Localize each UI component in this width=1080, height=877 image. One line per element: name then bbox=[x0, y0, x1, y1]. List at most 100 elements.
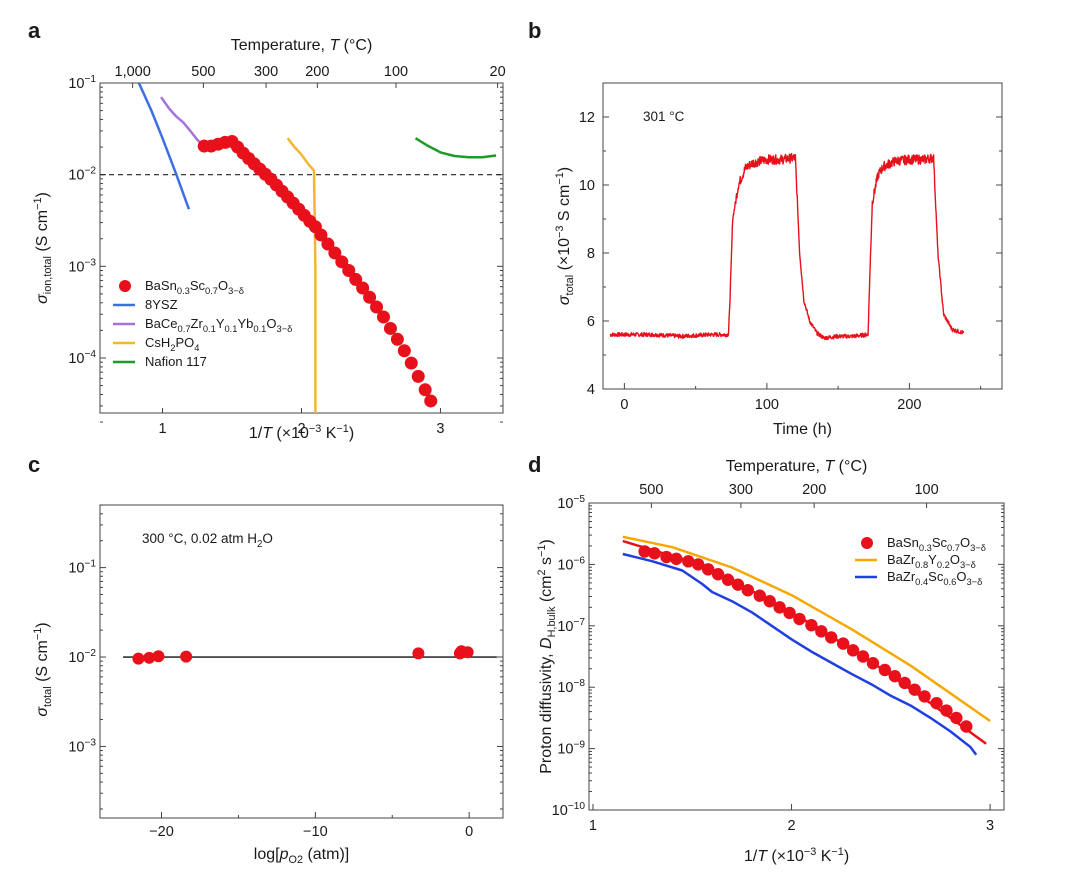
label-part: ion,total bbox=[42, 256, 54, 294]
data-point bbox=[328, 246, 342, 260]
legend-part: BaSn bbox=[887, 535, 919, 550]
data-point bbox=[335, 255, 349, 269]
data-point bbox=[376, 310, 390, 324]
y-tick-label: 10−8 bbox=[557, 678, 585, 696]
label-part: (S cm bbox=[34, 640, 51, 686]
panel-a-data bbox=[137, 83, 497, 413]
data-point bbox=[314, 228, 328, 242]
data-point bbox=[648, 547, 661, 560]
panel-letter-b: b bbox=[528, 18, 541, 43]
label-part: (×10 bbox=[767, 848, 804, 865]
series-line bbox=[622, 552, 978, 756]
tick-exponent: −6 bbox=[573, 555, 585, 566]
label-part: T bbox=[824, 458, 835, 475]
top-tick-label: 300 bbox=[729, 482, 753, 498]
tick-exponent: −3 bbox=[84, 737, 96, 748]
legend-part: 0.8 bbox=[915, 560, 928, 570]
annotation-part: O bbox=[262, 531, 273, 546]
legend-part: Yb bbox=[237, 316, 253, 331]
annotation-sub: 2 bbox=[257, 539, 262, 550]
data-point bbox=[701, 563, 715, 576]
y-tick-label: 6 bbox=[587, 314, 595, 330]
y-tick-label: 10−5 bbox=[557, 494, 585, 512]
legend-part: 0.1 bbox=[203, 324, 216, 334]
x-axis-title: Time (h) bbox=[773, 421, 832, 438]
x-tick-label: 2 bbox=[297, 421, 305, 437]
y-tick-label: 10−2 bbox=[68, 648, 96, 666]
series-line bbox=[622, 535, 991, 723]
tick-exponent: −1 bbox=[84, 74, 96, 85]
data-point bbox=[856, 650, 870, 663]
label-part: T bbox=[757, 848, 768, 865]
label-part: −1 bbox=[831, 846, 843, 858]
label-part: ) bbox=[538, 539, 555, 544]
tick-exponent: −7 bbox=[573, 617, 585, 628]
top-tick-label: 200 bbox=[305, 64, 329, 80]
data-point bbox=[321, 237, 335, 251]
data-point bbox=[143, 651, 156, 664]
legend-part: 0.7 bbox=[205, 286, 218, 296]
y-tick-label: 10−3 bbox=[68, 257, 96, 275]
label-part: S cm bbox=[556, 185, 573, 226]
data-point bbox=[763, 595, 776, 608]
label-part: (°C) bbox=[339, 37, 372, 54]
y-tick-label: 10−2 bbox=[68, 166, 96, 184]
y-axis-title: σion,total (S cm−1) bbox=[32, 192, 54, 304]
y-tick-label: 8 bbox=[587, 246, 595, 262]
label-part: −1 bbox=[336, 423, 348, 435]
y-tick-label: 10−6 bbox=[557, 555, 585, 573]
panel-letter-c: c bbox=[28, 452, 40, 477]
label-part: ) bbox=[556, 167, 573, 172]
tick-mantissa: 10 bbox=[68, 650, 84, 666]
x-tick-label: 200 bbox=[897, 397, 921, 413]
tick-mantissa: 10 bbox=[68, 351, 84, 367]
data-point bbox=[390, 332, 404, 346]
data-point bbox=[741, 583, 755, 597]
legend-part: BaSn bbox=[145, 278, 177, 293]
legend-part: BaCe bbox=[145, 316, 178, 331]
label-part: s bbox=[538, 557, 555, 569]
legend-entry: CsH2PO4 bbox=[145, 335, 199, 353]
legend-part: 3−δ bbox=[228, 286, 244, 296]
y-tick-label: 4 bbox=[587, 382, 595, 398]
data-point bbox=[918, 690, 931, 703]
legend-d: BaSn0.3Sc0.7O3−δBaZr0.8Y0.2O3−δBaZr0.4Sc… bbox=[855, 535, 986, 587]
tick-exponent: −10 bbox=[568, 801, 586, 812]
y-tick-label: 10−1 bbox=[68, 559, 96, 577]
legend-part: Sc bbox=[932, 535, 948, 550]
x-tick-label: 2 bbox=[787, 818, 795, 834]
data-point bbox=[731, 578, 745, 591]
tick-exponent: −2 bbox=[84, 166, 96, 177]
tick-mantissa: 10 bbox=[68, 168, 84, 184]
y-axis-title: σtotal (S cm−1) bbox=[32, 622, 54, 716]
tick-mantissa: 10 bbox=[552, 803, 568, 819]
x-tick-label: 3 bbox=[986, 818, 994, 834]
tick-mantissa: 10 bbox=[68, 739, 84, 755]
label-part: O2 bbox=[288, 854, 303, 866]
plot-frame bbox=[602, 82, 1003, 390]
y-tick-label: 12 bbox=[579, 110, 595, 126]
x-tick-label: −20 bbox=[149, 824, 174, 840]
top-tick-label: 20 bbox=[490, 64, 506, 80]
tick-mantissa: 10 bbox=[68, 561, 84, 577]
legend-part: 0.4 bbox=[915, 577, 928, 587]
tick-exponent: −3 bbox=[84, 257, 96, 268]
label-part: (atm)] bbox=[303, 846, 349, 863]
label-part: −3 bbox=[309, 423, 321, 435]
x-axis-title: log[pO2 (atm)] bbox=[254, 846, 349, 866]
data-point bbox=[670, 552, 683, 566]
top-tick-label: 500 bbox=[639, 482, 663, 498]
legend-marker bbox=[119, 280, 131, 292]
panel-letter-d: d bbox=[528, 452, 541, 477]
y-tick-label: 10−4 bbox=[68, 349, 96, 367]
legend-part: 0.1 bbox=[253, 324, 266, 334]
data-point bbox=[805, 618, 818, 632]
label-part: log[ bbox=[254, 846, 280, 863]
data-point bbox=[711, 568, 725, 581]
x-axis-title: 1/T (×10−3 K−1) bbox=[744, 846, 849, 865]
x-tick-label: 100 bbox=[755, 397, 779, 413]
data-point bbox=[825, 631, 838, 644]
data-point bbox=[793, 612, 806, 626]
